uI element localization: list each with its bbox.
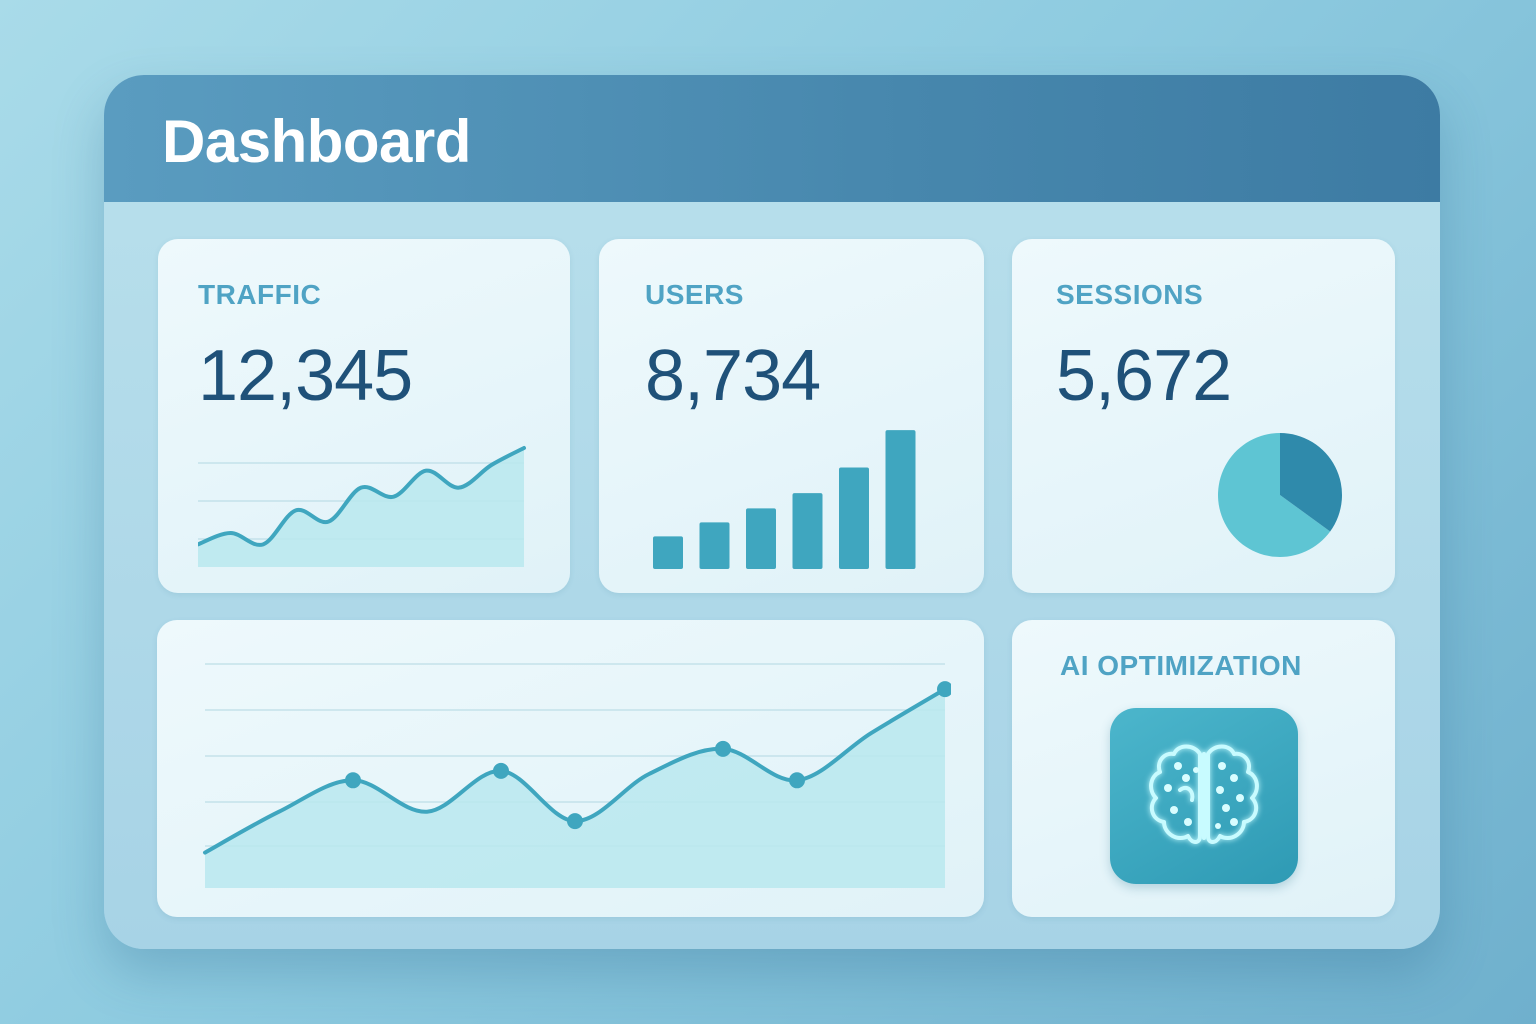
users-bar bbox=[699, 522, 730, 569]
users-label: USERS bbox=[645, 279, 744, 310]
users-bar bbox=[746, 508, 776, 569]
users-bar bbox=[839, 467, 869, 569]
sessions-label: SESSIONS bbox=[1056, 279, 1204, 310]
trend-point bbox=[493, 762, 509, 779]
trend-point bbox=[345, 772, 361, 789]
sessions-slice-secondary bbox=[1280, 433, 1342, 532]
trend-point bbox=[567, 813, 583, 830]
traffic-card[interactable]: TRAFFIC 12,345 bbox=[158, 239, 570, 593]
users-bar bbox=[885, 430, 916, 569]
trend-line-chart bbox=[203, 663, 951, 888]
traffic-sparkline bbox=[198, 446, 526, 567]
ai-optimization-button[interactable] bbox=[1110, 708, 1298, 884]
sessions-card[interactable]: SESSIONS 5,672 bbox=[1012, 239, 1395, 593]
users-bar bbox=[792, 493, 823, 569]
trend-area bbox=[205, 689, 945, 888]
users-card[interactable]: USERS 8,734 bbox=[599, 239, 984, 593]
users-value: 8,734 bbox=[645, 336, 821, 416]
header-bar: Dashboard bbox=[104, 75, 1440, 202]
ai-optimization-card[interactable]: AI OPTIMIZATION bbox=[1012, 620, 1395, 917]
sessions-value: 5,672 bbox=[1056, 336, 1232, 416]
traffic-value: 12,345 bbox=[198, 336, 413, 416]
trend-point bbox=[789, 772, 805, 789]
dashboard-window: Dashboard TRAFFIC 12,345 USERS 8,734 SES… bbox=[104, 75, 1440, 949]
trend-chart-card[interactable] bbox=[157, 620, 984, 917]
trend-point bbox=[715, 740, 731, 757]
traffic-label: TRAFFIC bbox=[198, 279, 322, 310]
sessions-slice-primary bbox=[1218, 433, 1331, 557]
sessions-pie-chart bbox=[1218, 433, 1342, 557]
page-title: Dashboard bbox=[162, 108, 471, 175]
users-bar-chart bbox=[653, 430, 916, 569]
trend-point bbox=[937, 681, 951, 698]
traffic-area bbox=[198, 448, 524, 567]
brain-icon bbox=[1149, 744, 1259, 844]
users-bar bbox=[653, 536, 683, 569]
traffic-line bbox=[198, 446, 526, 547]
ai-optimization-label: AI OPTIMIZATION bbox=[1060, 650, 1302, 681]
